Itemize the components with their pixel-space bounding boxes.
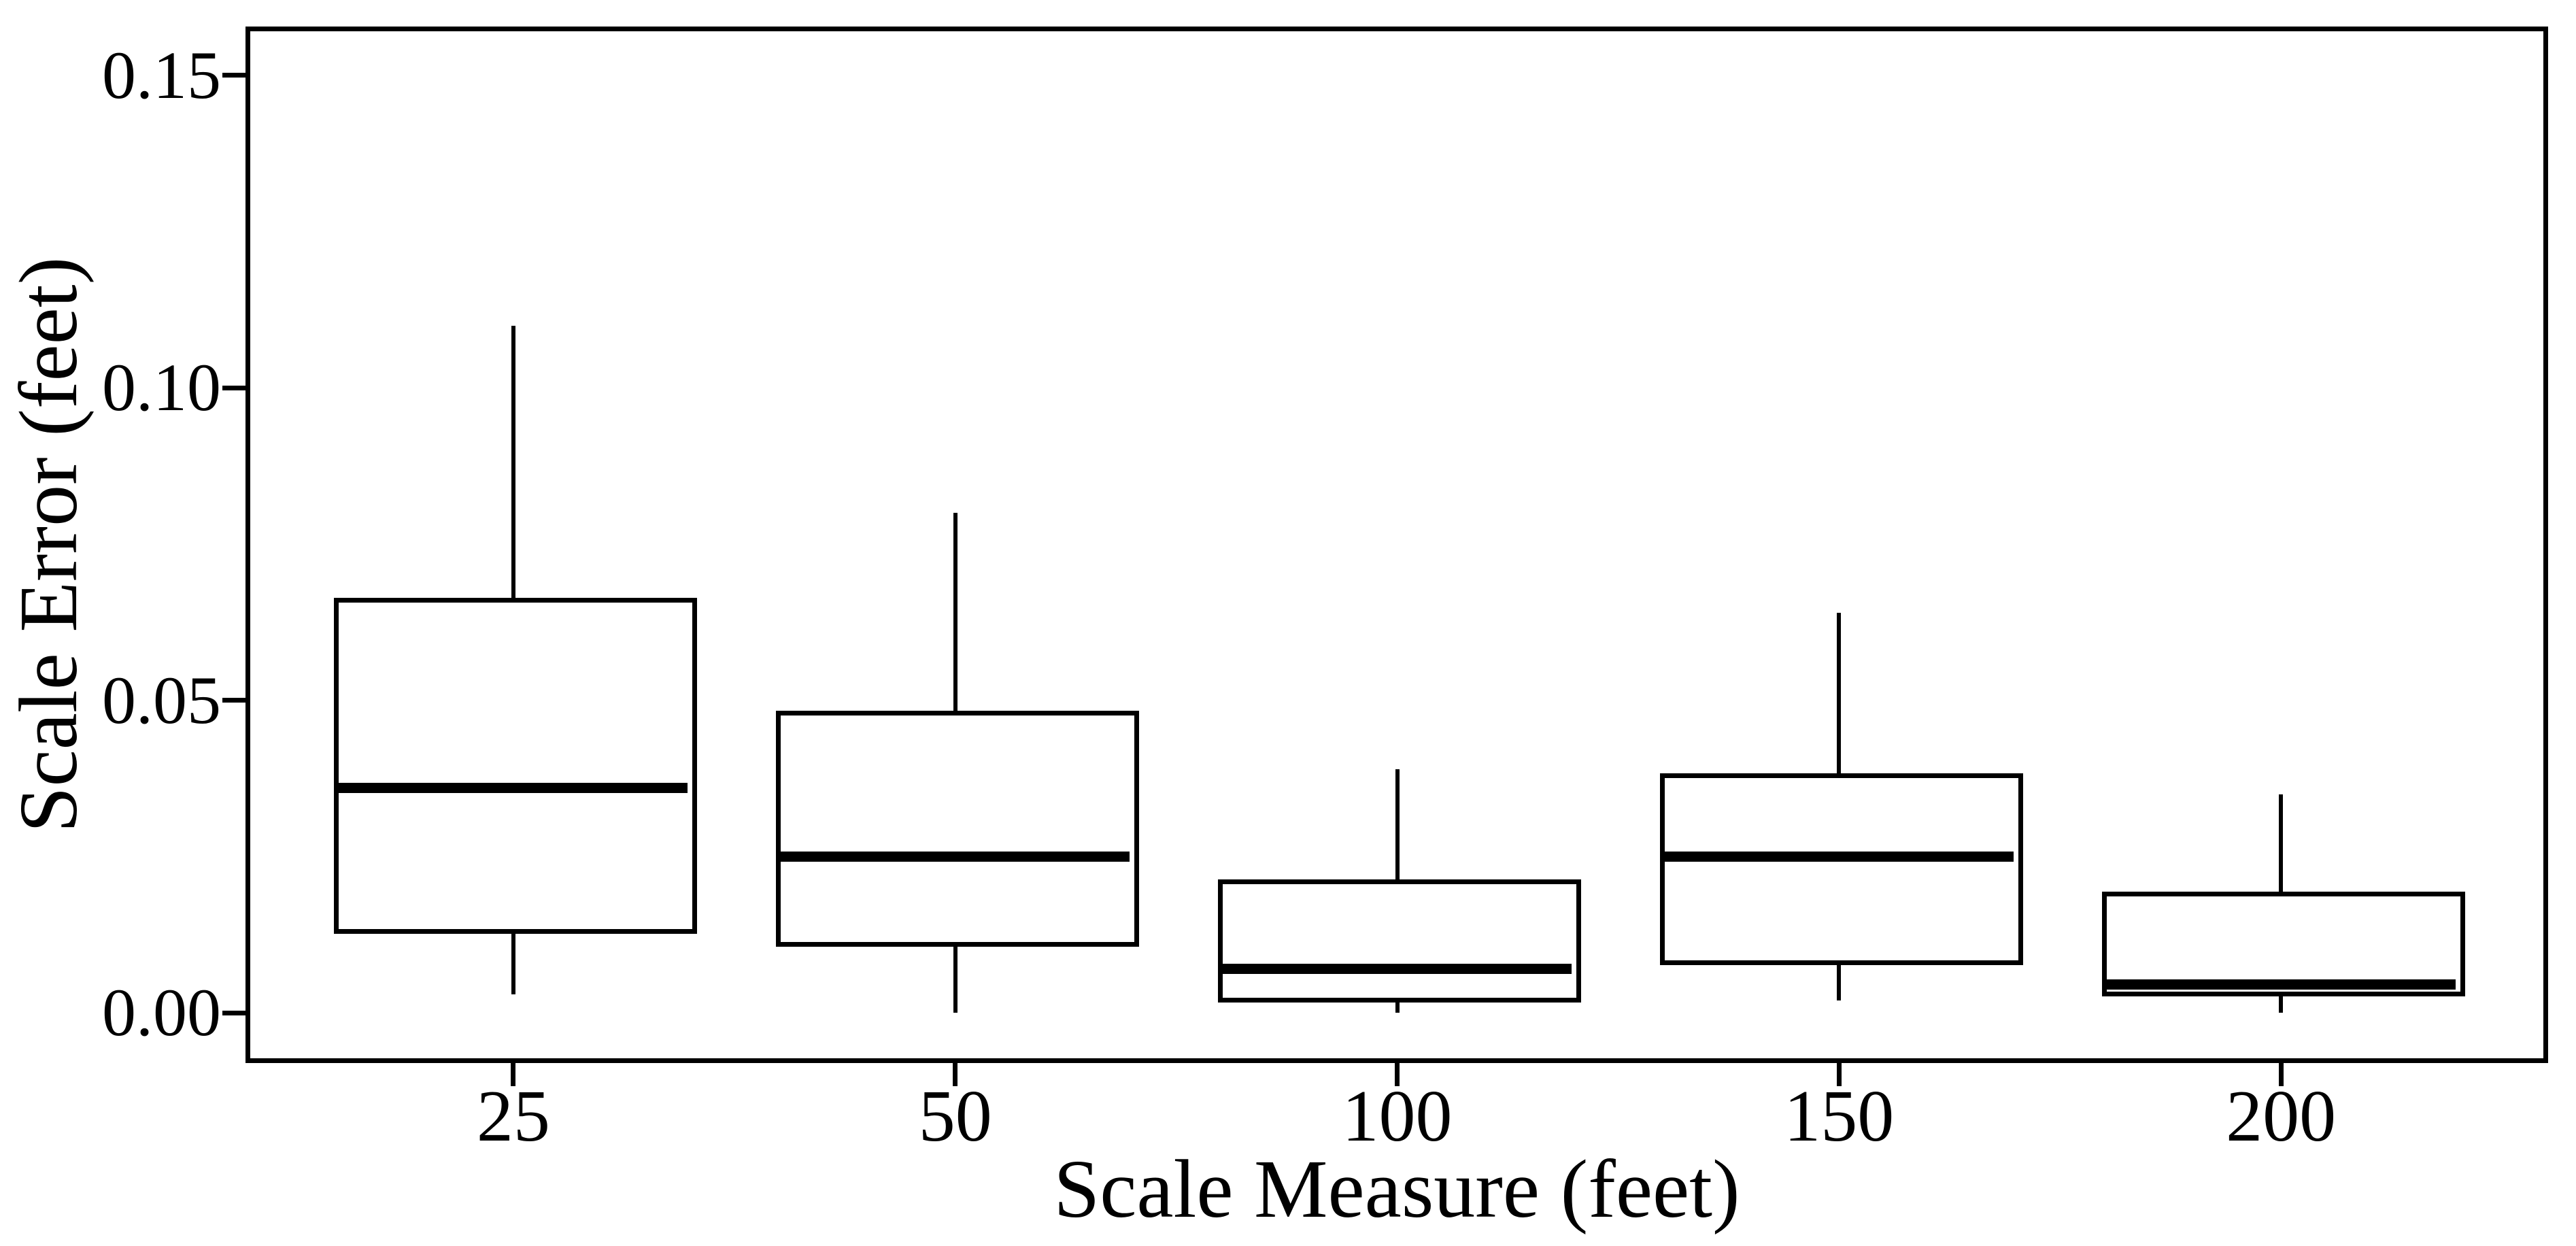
iqr-box (1659, 773, 2023, 966)
y-tick-label: 0.10 (102, 350, 221, 426)
x-tick-label: 100 (1342, 1076, 1453, 1157)
x-tick-mark (953, 1060, 958, 1086)
y-axis-title: Scale Error (feet) (3, 256, 95, 833)
x-tick-mark (1836, 1060, 1842, 1086)
y-tick-mark (222, 698, 248, 703)
median-line (339, 782, 688, 793)
upper-whisker (2279, 794, 2284, 894)
y-tick-label: 0.05 (102, 662, 221, 738)
x-tick-label: 50 (918, 1076, 992, 1157)
median-line (781, 851, 1130, 862)
iqr-box (334, 598, 698, 934)
lower-whisker (1837, 962, 1842, 1000)
y-tick-label: 0.00 (102, 975, 221, 1051)
iqr-box (2101, 892, 2465, 997)
x-tick-mark (1395, 1060, 1400, 1086)
upper-whisker (953, 513, 957, 713)
median-line (2106, 979, 2456, 990)
y-tick-mark (222, 73, 248, 78)
x-tick-mark (511, 1060, 516, 1086)
x-tick-mark (2278, 1060, 2284, 1086)
y-tick-label: 0.15 (102, 37, 221, 113)
median-line (1664, 851, 2014, 862)
upper-whisker (1395, 769, 1400, 882)
x-tick-label: 150 (1784, 1076, 1895, 1157)
upper-whisker (1837, 613, 1842, 776)
y-tick-mark (222, 385, 248, 390)
iqr-box (1218, 879, 1581, 1003)
lower-whisker (1395, 1000, 1400, 1013)
lower-whisker (2279, 994, 2284, 1013)
median-line (1223, 964, 1572, 975)
x-tick-label: 25 (476, 1076, 550, 1157)
lower-whisker (953, 944, 957, 1013)
x-axis-title: Scale Measure (feet) (1053, 1143, 1740, 1235)
x-tick-label: 200 (2226, 1076, 2337, 1157)
y-tick-mark (222, 1010, 248, 1015)
iqr-box (776, 710, 1140, 947)
upper-whisker (511, 325, 515, 601)
lower-whisker (511, 931, 515, 994)
